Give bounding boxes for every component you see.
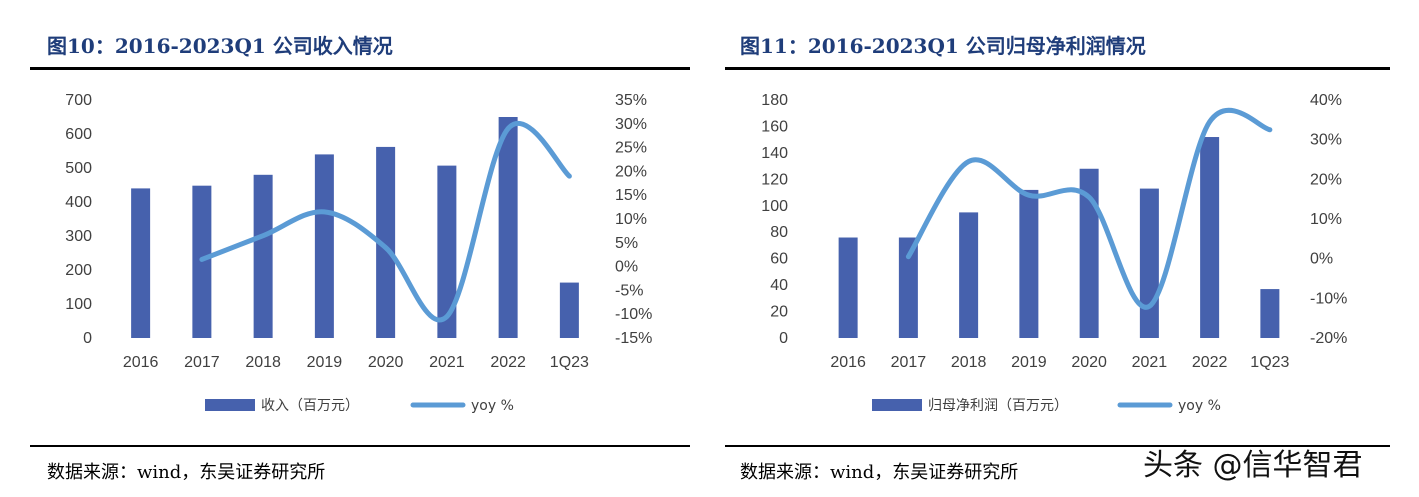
category-label: 2016 [830, 354, 866, 371]
category-label: 2022 [1192, 354, 1228, 371]
bar [959, 212, 979, 338]
net-profit-chart: 0 20 40 60 80 100 120 140 160 180 -20% -10% 0% 10% 20%… [761, 92, 1347, 414]
right-axis-tick-label: -10% [1310, 290, 1347, 307]
left-axis-tick-label: 40 [770, 277, 788, 294]
left-axis-tick-label: 20 [770, 304, 788, 321]
right-axis-tick-label: 10% [615, 211, 647, 228]
bar [838, 237, 858, 338]
left-axis-tick-label: 400 [65, 194, 92, 211]
revenue-figure-panel: 图10：2016-2023Q1 公司收入情况 0 100 200 300 400 500 6… [0, 0, 700, 497]
category-label: 2020 [1071, 354, 1107, 371]
category-label: 1Q23 [550, 354, 589, 371]
source-note: 数据来源：wind，东吴证券研究所 [47, 462, 326, 483]
right-axis-tick-label: 30% [615, 116, 647, 133]
left-axis-tick-label: 0 [779, 330, 788, 347]
left-axis-tick-label: 120 [761, 171, 788, 188]
source-note: 数据来源：wind，东吴证券研究所 [740, 462, 1019, 483]
category-label: 1Q23 [1250, 354, 1289, 371]
revenue-chart: 0 100 200 300 400 500 600 700 -15% -10% -5% 0% 5% 10%… [65, 92, 652, 414]
top-rule [725, 67, 1390, 70]
bar [1139, 188, 1159, 338]
legend-bar-swatch [872, 399, 922, 411]
bar [1260, 289, 1280, 338]
bottom-rule [725, 445, 1390, 447]
left-axis-tick-label: 100 [65, 296, 92, 313]
category-label: 2022 [490, 354, 526, 371]
right-axis-tick-label: 0% [1310, 251, 1333, 268]
bar [314, 154, 334, 338]
bar [559, 282, 579, 338]
bar [1019, 189, 1039, 338]
legend-bar-label: 归母净利润（百万元） [928, 397, 1068, 414]
left-axis-tick-label: 80 [770, 224, 788, 241]
bar [498, 117, 518, 338]
left-axis-tick-label: 300 [65, 228, 92, 245]
bar [253, 174, 273, 338]
category-label: 2016 [123, 354, 159, 371]
bar [1079, 168, 1099, 338]
left-axis-tick-label: 180 [761, 92, 788, 109]
left-axis-tick-label: 0 [83, 330, 92, 347]
yoy-line [199, 121, 572, 323]
bar [131, 188, 151, 338]
category-label: 2017 [184, 354, 220, 371]
right-axis-tick-label: 15% [615, 187, 647, 204]
left-axis-tick-label: 700 [65, 92, 92, 109]
right-axis-tick-label: 35% [615, 92, 647, 109]
left-axis-tick-label: 160 [761, 118, 788, 135]
legend-bar-swatch [205, 399, 255, 411]
right-axis-tick-label: -20% [1310, 330, 1347, 347]
left-axis-tick-label: 100 [761, 198, 788, 215]
right-axis-tick-label: 30% [1310, 132, 1342, 149]
bottom-rule [30, 445, 690, 447]
legend-line-label: yoy % [471, 398, 514, 414]
bar [376, 146, 396, 338]
right-axis-tick-label: 20% [615, 163, 647, 180]
figure-title: 图10：2016-2023Q1 公司收入情况 [47, 34, 393, 58]
bar [1200, 137, 1220, 338]
category-label: 2017 [891, 354, 927, 371]
yoy-line [905, 107, 1273, 310]
watermark: 头条 @信华智君 [1143, 448, 1363, 483]
left-axis-tick-label: 60 [770, 251, 788, 268]
right-axis-tick-label: 5% [615, 235, 638, 252]
category-label: 2019 [1011, 354, 1047, 371]
net-profit-figure-panel: 图11：2016-2023Q1 公司归母净利润情况 0 20 40 60 80 100 12… [710, 0, 1419, 497]
bar [437, 165, 457, 338]
left-axis-tick-label: 200 [65, 262, 92, 279]
top-rule [30, 67, 690, 70]
right-axis-tick-label: -5% [615, 282, 643, 299]
category-label: 2018 [951, 354, 987, 371]
category-label: 2020 [368, 354, 404, 371]
right-axis-tick-label: 20% [1310, 171, 1342, 188]
figure-title: 图11：2016-2023Q1 公司归母净利润情况 [740, 34, 1146, 58]
category-label: 2021 [429, 354, 465, 371]
right-axis-tick-label: 10% [1310, 211, 1342, 228]
left-axis-tick-label: 500 [65, 160, 92, 177]
category-label: 2019 [307, 354, 343, 371]
bar [898, 237, 918, 338]
right-axis-tick-label: 0% [615, 259, 638, 276]
right-axis-tick-label: 25% [615, 140, 647, 157]
legend-bar-label: 收入（百万元） [261, 398, 359, 414]
right-axis-tick-label: -10% [615, 306, 652, 323]
category-label: 2018 [245, 354, 281, 371]
right-axis-tick-label: -15% [615, 330, 652, 347]
left-axis-tick-label: 600 [65, 126, 92, 143]
right-axis-tick-label: 40% [1310, 92, 1342, 109]
legend-line-label: yoy % [1178, 398, 1221, 414]
left-axis-tick-label: 140 [761, 145, 788, 162]
category-label: 2021 [1132, 354, 1168, 371]
